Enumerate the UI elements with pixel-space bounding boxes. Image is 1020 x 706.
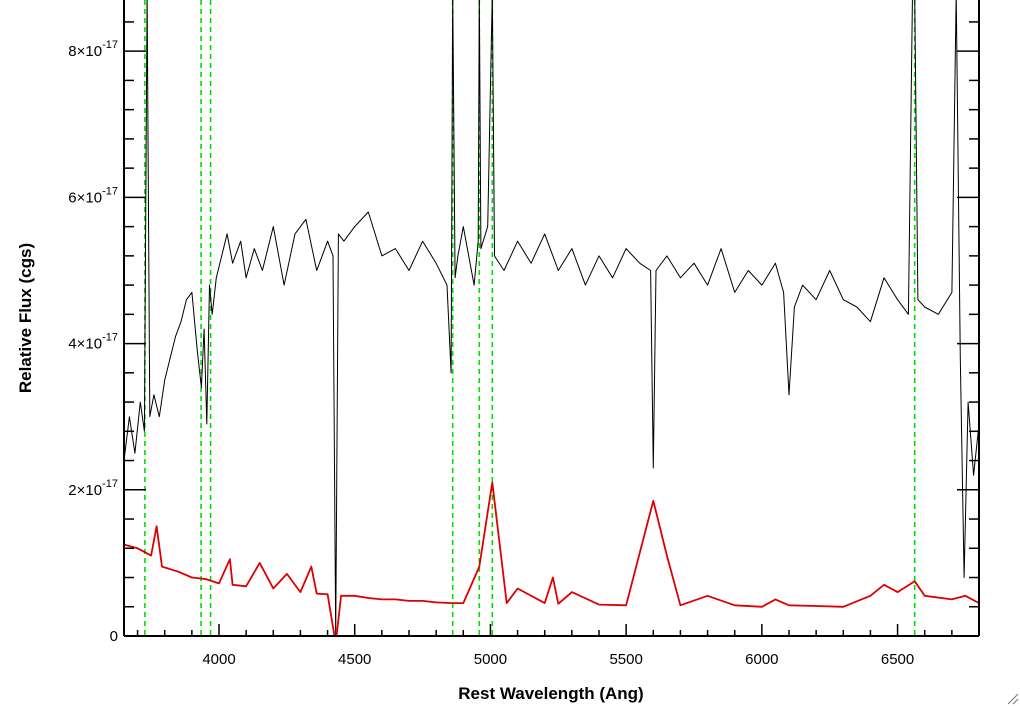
resize-grip-icon[interactable] <box>1007 693 1019 705</box>
spectrum-series <box>124 0 979 636</box>
y-axis: 0 2×10-17 4×10-17 6×10-17 8×10-17 <box>68 21 979 645</box>
model-spectrum-line <box>124 481 979 636</box>
x-axis: 4000 4500 5000 5500 6000 6500 <box>136 624 980 668</box>
x-tick-label: 6000 <box>745 651 778 668</box>
y-tick-label: 0 <box>110 628 118 645</box>
x-tick-label: 6500 <box>881 651 914 668</box>
x-axis-title: Rest Wavelength (Ang) <box>458 684 643 703</box>
y-tick-label: 2×10-17 <box>68 478 118 499</box>
y-tick-label: 4×10-17 <box>68 332 118 353</box>
y-tick-label: 6×10-17 <box>68 185 118 206</box>
x-tick-label: 5500 <box>609 651 642 668</box>
plot-frame <box>123 0 980 637</box>
emission-line-markers <box>144 0 916 636</box>
observed-spectrum-line <box>124 0 979 636</box>
x-tick-label: 5000 <box>474 651 507 668</box>
x-tick-label: 4000 <box>202 651 235 668</box>
y-tick-label: 8×10-17 <box>68 39 118 60</box>
x-tick-label: 4500 <box>338 651 371 668</box>
y-axis-title: Relative Flux (cgs) <box>16 243 35 393</box>
